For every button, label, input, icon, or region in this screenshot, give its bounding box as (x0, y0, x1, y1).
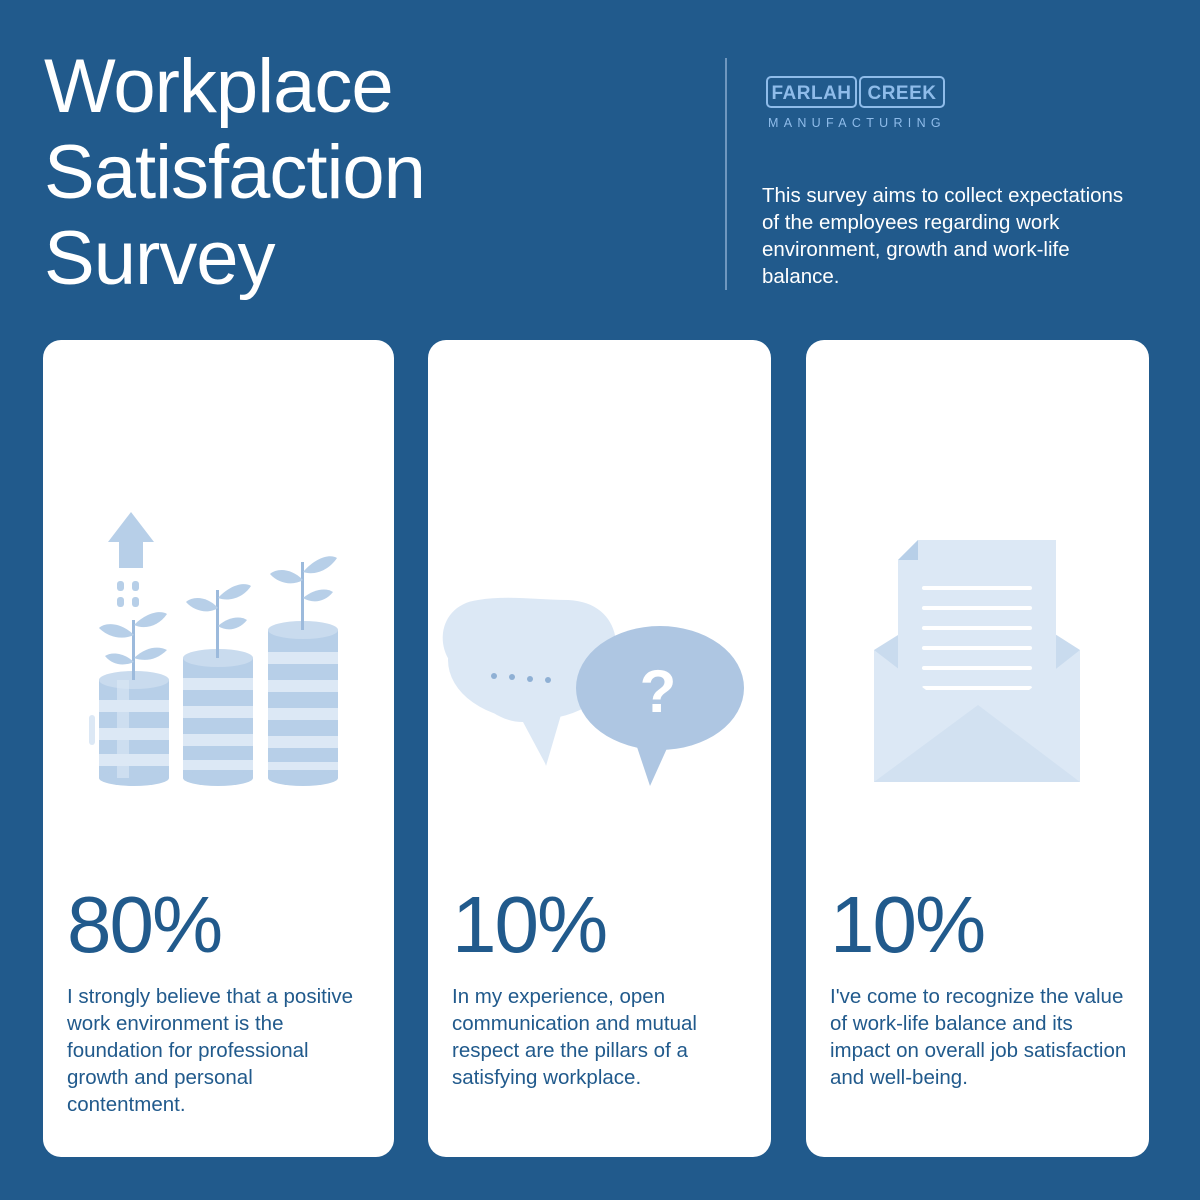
logo-word-farlah: FARLAH (766, 76, 857, 108)
stat-description: In my experience, open communication and… (452, 985, 697, 1089)
page-title: Workplace Satisfaction Survey (44, 44, 426, 302)
title-line-1: Workplace (44, 44, 394, 129)
header-divider (725, 58, 727, 290)
stat-card-work-life-balance: 10% I've come to recognize the value of … (806, 340, 1149, 1157)
logo-subtitle: MANUFACTURING (768, 116, 946, 130)
stat-percent: 80% (67, 880, 223, 969)
stat-card-communication: ? 10% In my experience, open communicati… (428, 340, 771, 1157)
title-line-2: Satisfaction (44, 130, 426, 215)
stat-card-work-environment: 80% I strongly believe that a positive w… (43, 340, 394, 1157)
envelope-letter-icon (874, 540, 1080, 782)
stat-percent: 10% (830, 880, 986, 969)
stat-description: I've come to recognize the value of work… (830, 985, 1127, 1089)
logo-word-creek: CREEK (859, 76, 945, 108)
svg-text:?: ? (640, 658, 677, 725)
chat-bubbles-icon: ? (442, 597, 744, 786)
stat-percent: 10% (452, 880, 608, 969)
stat-description: I strongly believe that a positive work … (67, 985, 354, 1116)
growing-coins-icon (89, 512, 338, 786)
title-line-3: Survey (44, 216, 276, 301)
company-logo: FARLAH CREEK MANUFACTURING (766, 76, 956, 136)
survey-description: This survey aims to collect expectations… (762, 184, 1124, 288)
